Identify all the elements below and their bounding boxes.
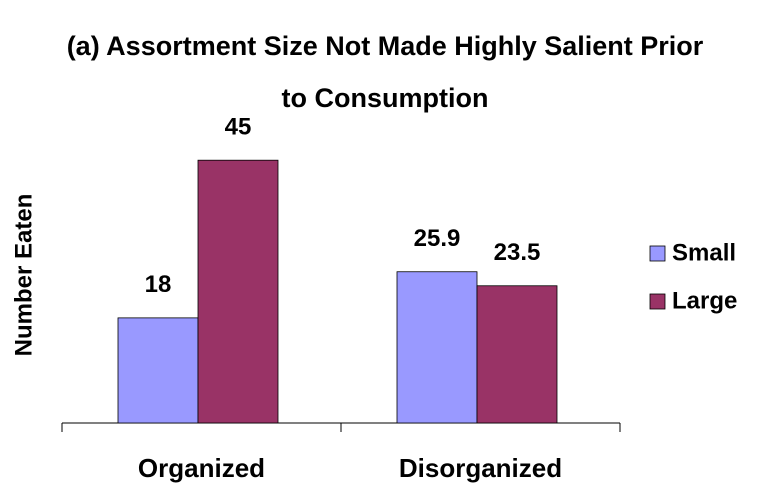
bar bbox=[476, 285, 558, 424]
bar bbox=[197, 159, 279, 424]
x-tick-label: Disorganized bbox=[399, 453, 562, 483]
bar bbox=[117, 317, 199, 424]
legend-label: Small bbox=[672, 239, 736, 266]
chart-title: (a) Assortment Size Not Made Highly Sali… bbox=[66, 31, 704, 113]
legend-swatch bbox=[649, 245, 666, 262]
data-label: 23.5 bbox=[494, 239, 541, 266]
data-label: 45 bbox=[225, 114, 252, 141]
x-tick-label: Organized bbox=[138, 453, 265, 483]
data-label: 18 bbox=[145, 271, 172, 298]
data-label: 25.9 bbox=[414, 225, 461, 252]
legend-swatch bbox=[649, 293, 666, 310]
bar bbox=[396, 271, 478, 424]
y-axis-label: Number Eaten bbox=[10, 194, 37, 357]
legend-label: Large bbox=[672, 287, 737, 314]
